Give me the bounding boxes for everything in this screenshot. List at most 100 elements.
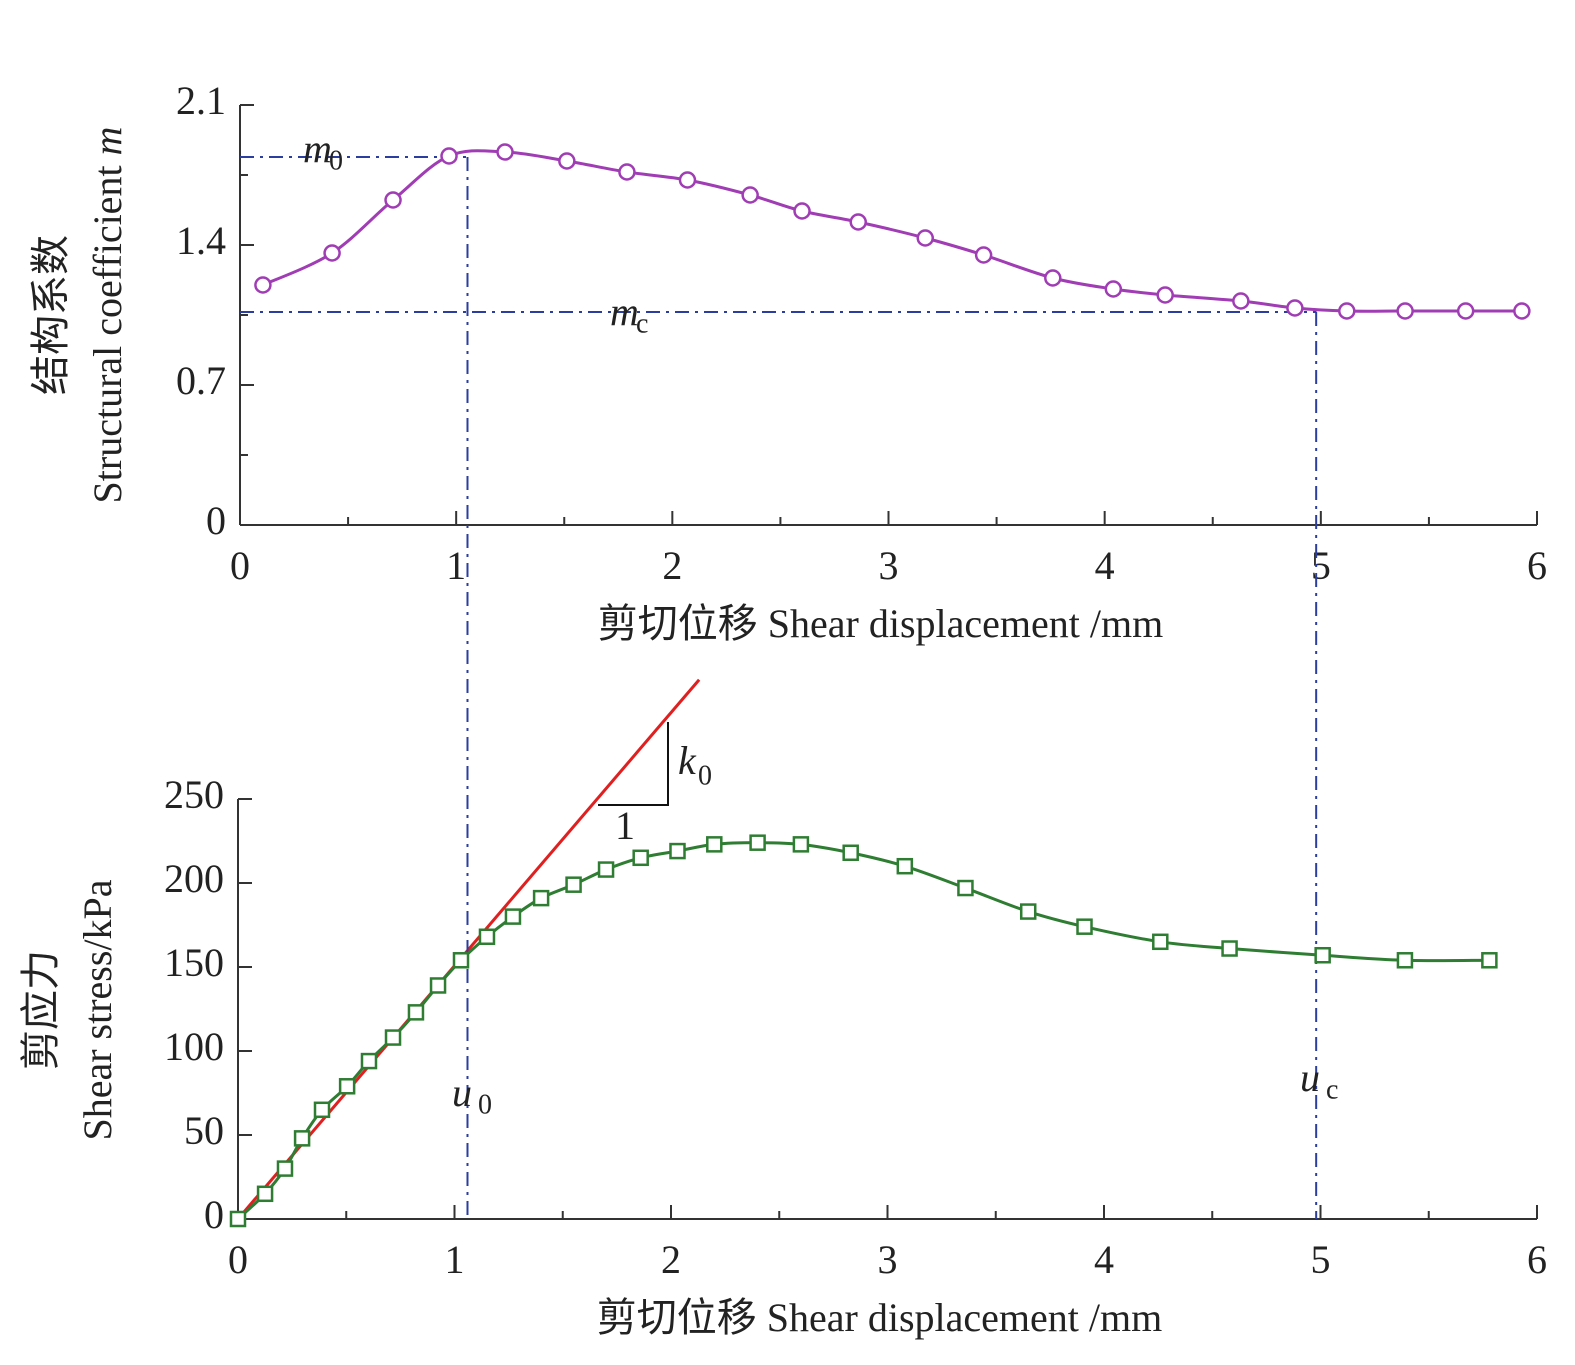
marker [1104,280,1123,298]
marker [313,1101,331,1119]
marker [429,977,447,994]
y-axis-title-zh: 结构系数 [28,235,73,395]
marker [384,191,402,209]
marker [1396,952,1414,969]
marker [597,861,615,878]
x-axis-title: 剪切位移 Shear displacement /mm [598,601,1163,646]
marker [1221,940,1238,957]
x-axis-title: 剪切位移 Shear displacement /mm [597,1295,1162,1340]
slope-triangle [598,722,669,806]
run-label: 1 [615,803,635,848]
marker [957,879,974,897]
x-tick-label: 0 [228,1237,248,1282]
marker [384,1029,402,1046]
x-tick-label: 2 [662,543,682,588]
x-tick-label: 6 [1527,543,1547,588]
marker [1396,302,1414,320]
marker [254,276,272,294]
marker [1314,946,1331,964]
y-tick-label: 250 [164,772,224,817]
slope-label: k [678,738,697,783]
x-tick-label: 2 [661,1237,681,1282]
annotation-subscript: c [636,308,648,339]
x-tick-label: 3 [878,1237,898,1282]
marker [504,908,522,925]
annotation: u [1300,1055,1320,1100]
slope-subscript: 0 [698,760,712,791]
y-axis-title-en: Structural coefficient [85,165,130,503]
marker [452,952,470,969]
marker [706,836,723,853]
marker [1481,952,1498,969]
x-tick-label: 5 [1311,1237,1331,1282]
y-tick-label: 150 [164,940,224,985]
marker [618,163,636,181]
marker [256,1185,274,1203]
y-axis-title-en: Shear stress/kPa [75,879,120,1140]
marker [1456,302,1475,320]
marker [1286,299,1304,317]
marker [338,1078,356,1095]
marker [1338,302,1356,320]
y-tick-label: 2.1 [176,78,226,123]
y-axis-title-zh: 剪应力 [18,950,63,1070]
annotation-subscript: c [1326,1074,1338,1105]
marker [229,1210,247,1228]
marker [1076,918,1093,935]
marker [793,202,811,220]
marker [749,834,766,851]
marker [1156,286,1174,304]
x-tick-label: 6 [1527,1237,1547,1282]
marker [916,229,934,247]
annotation: u [452,1070,472,1115]
marker [1019,903,1037,920]
marker [440,147,458,165]
annotation-subscript: 0 [478,1089,492,1120]
marker [974,246,993,264]
marker [1513,302,1531,320]
y-tick-label: 1.4 [176,218,226,263]
y-tick-label: 0 [204,1192,224,1237]
marker [678,171,697,189]
marker [565,876,582,893]
marker [849,213,867,231]
x-tick-label: 4 [1095,543,1115,588]
series-line [262,149,1522,313]
marker [1152,933,1169,951]
marker [360,1052,378,1070]
series-line [236,841,1490,1221]
marker [323,244,341,262]
annotation: m [610,289,639,334]
tangent-line [236,678,701,1220]
y-tick-label: 100 [164,1024,224,1069]
annotation: m [303,126,332,171]
y-axis-symbol: m [85,127,130,156]
marker [669,842,686,860]
marker [558,152,576,170]
x-tick-label: 0 [230,543,250,588]
marker [1232,292,1250,310]
marker [632,849,649,867]
y-tick-label: 0.7 [176,358,226,403]
x-tick-label: 3 [879,543,899,588]
x-tick-label: 1 [446,543,466,588]
marker [896,857,914,875]
marker [532,889,550,907]
marker [407,1004,425,1021]
marker [478,928,496,946]
marker [842,844,859,862]
y-tick-label: 0 [206,498,226,543]
marker [293,1130,311,1147]
y-tick-label: 50 [184,1108,224,1153]
marker [1044,269,1062,287]
marker [276,1160,294,1177]
x-tick-label: 5 [1311,543,1331,588]
x-tick-label: 4 [1094,1237,1114,1282]
annotation-subscript: 0 [329,145,343,176]
y-tick-label: 200 [164,856,224,901]
y-axis-title: Structural coefficient m [85,127,130,504]
marker [741,186,759,204]
x-tick-label: 1 [445,1237,465,1282]
marker [792,836,810,853]
